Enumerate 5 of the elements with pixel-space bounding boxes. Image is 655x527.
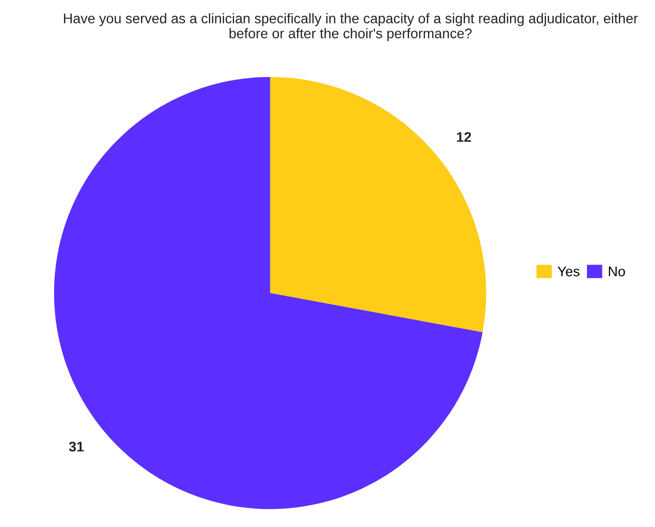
chart-title: Have you served as a clinician specifically in the capacity of a sight reading adjudicator, either before or after the choir's performance? bbox=[64, 13, 638, 42]
data-label: 31 bbox=[68, 442, 84, 452]
data-label: 12 bbox=[457, 132, 472, 142]
legend-label: No bbox=[608, 266, 625, 276]
legend-label: Yes bbox=[558, 266, 580, 276]
